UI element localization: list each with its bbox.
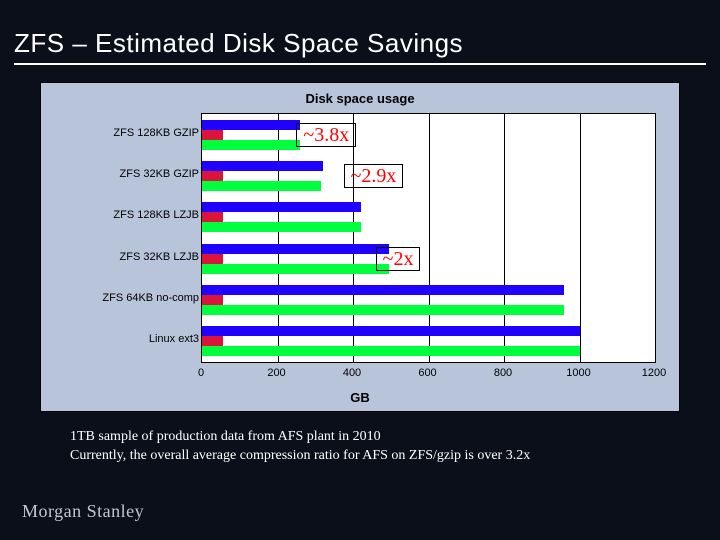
x-tick-label: 800 xyxy=(494,367,512,379)
bar xyxy=(202,305,564,315)
bar xyxy=(202,295,223,305)
x-tick-label: 0 xyxy=(198,367,204,379)
x-tick-label: 1000 xyxy=(566,367,590,379)
category-label: ZFS 128KB LZJB xyxy=(59,209,199,221)
x-tick-label: 600 xyxy=(418,367,436,379)
bar xyxy=(202,222,361,232)
footer-line-1: 1TB sample of production data from AFS p… xyxy=(70,428,680,447)
x-axis-label: GB xyxy=(41,390,679,405)
category-label: ZFS 128KB GZIP xyxy=(59,127,199,139)
gridline xyxy=(504,114,505,362)
brand-logo: Morgan Stanley xyxy=(22,501,144,522)
bar xyxy=(202,181,321,191)
category-label: ZFS 64KB no-comp xyxy=(59,292,199,304)
footer-line-2: Currently, the overall average compressi… xyxy=(70,447,680,466)
bar xyxy=(202,326,580,336)
gridline xyxy=(278,114,279,362)
chart-title: Disk space usage xyxy=(41,91,679,106)
chart-plot-area: ~3.8x ~2.9x ~2x xyxy=(201,113,656,363)
bar xyxy=(202,212,223,222)
category-label: Linux ext3 xyxy=(59,333,199,345)
bar xyxy=(202,285,564,295)
bar xyxy=(202,140,300,150)
slide: ZFS – Estimated Disk Space Savings Disk … xyxy=(0,0,720,540)
gridline xyxy=(429,114,430,362)
x-tick-label: 1200 xyxy=(642,367,666,379)
category-label: ZFS 32KB GZIP xyxy=(59,168,199,180)
bar xyxy=(202,254,223,264)
bar xyxy=(202,264,389,274)
category-label: ZFS 32KB LZJB xyxy=(59,251,199,263)
title-bar: ZFS – Estimated Disk Space Savings xyxy=(14,28,706,65)
bar xyxy=(202,171,223,181)
x-tick-label: 200 xyxy=(267,367,285,379)
ratio-annotation: ~2.9x xyxy=(344,164,404,188)
bar xyxy=(202,202,361,212)
bar xyxy=(202,161,323,171)
chart-panel: Disk space usage ~3.8x ~2.9x ~2x GB 0 200 40… xyxy=(40,82,680,412)
gridline xyxy=(353,114,354,362)
bar xyxy=(202,346,580,356)
bar xyxy=(202,130,223,140)
bar xyxy=(202,120,300,130)
gridline xyxy=(580,114,581,362)
ratio-annotation: ~3.8x xyxy=(296,123,356,147)
footer-notes: 1TB sample of production data from AFS p… xyxy=(70,428,680,466)
slide-title: ZFS – Estimated Disk Space Savings xyxy=(14,28,706,59)
x-tick-label: 400 xyxy=(343,367,361,379)
bar xyxy=(202,336,223,346)
bar xyxy=(202,244,389,254)
ratio-annotation: ~2x xyxy=(376,247,421,271)
